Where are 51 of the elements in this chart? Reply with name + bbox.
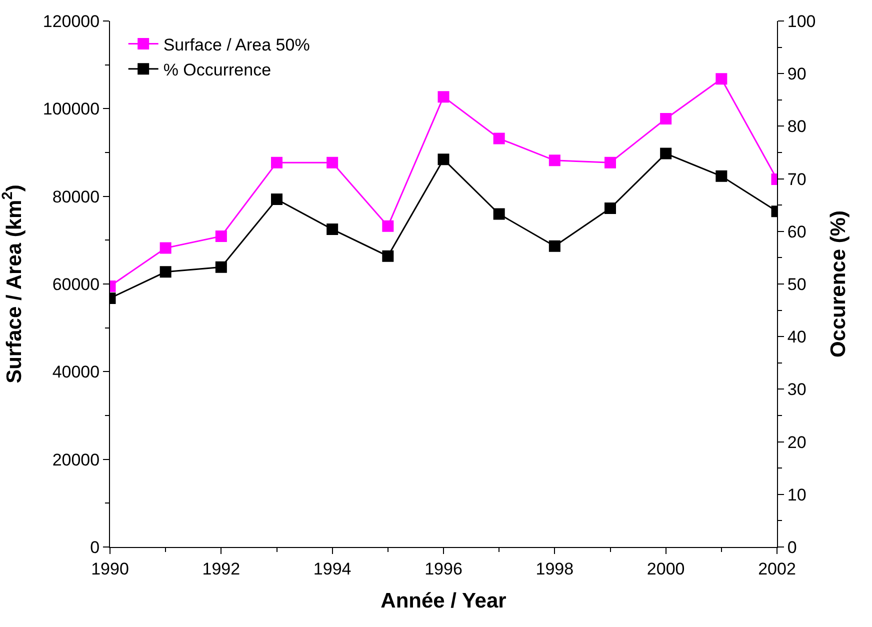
point (271, 156, 282, 168)
y2-axis-title: Occurence (%) (826, 210, 850, 358)
point (438, 91, 450, 103)
y2-tick-label: 100 (787, 12, 816, 31)
point (160, 266, 172, 278)
x-tick-label: 2000 (646, 559, 685, 578)
y2-tick-label: 40 (787, 328, 806, 347)
x-tick-label: 1998 (536, 559, 574, 578)
point (215, 230, 227, 242)
y-tick-label: 20000 (52, 450, 100, 470)
y2-tick-label: 0 (787, 538, 797, 557)
y-tick-label: 120000 (42, 12, 100, 31)
point (215, 261, 227, 273)
y-tick-label: 40000 (52, 362, 100, 382)
y2-tick-label: 20 (787, 432, 806, 452)
y2-tick-label: 10 (787, 485, 806, 504)
point (548, 240, 560, 252)
y2-tick-label: 90 (787, 64, 806, 84)
y2-tick-label: 30 (787, 380, 806, 400)
point (604, 156, 616, 168)
legend-label: Surface / Area 50% (163, 35, 310, 54)
x-tick-label: 1996 (424, 559, 462, 578)
y2-tick-label: 60 (787, 222, 806, 242)
point (493, 132, 505, 144)
point (660, 113, 672, 124)
y-tick-label: 0 (90, 538, 100, 557)
point (660, 148, 672, 160)
y-tick-label: 60000 (52, 274, 100, 294)
point (604, 202, 616, 214)
point (160, 242, 172, 254)
point (326, 156, 338, 168)
y2-tick-label: 70 (787, 170, 806, 189)
x-tick-label: 1992 (202, 559, 240, 578)
point (493, 208, 505, 220)
point (716, 73, 728, 85)
point (271, 194, 282, 206)
x-tick-label: 1994 (313, 559, 352, 578)
y2-tick-label: 80 (787, 117, 806, 136)
point (326, 224, 338, 236)
x-tick-label: 1990 (91, 559, 129, 578)
y-tick-label: 80000 (52, 187, 100, 206)
point (548, 154, 560, 166)
y-tick-label: 100000 (42, 100, 100, 119)
point (382, 250, 394, 262)
x-axis-title: Année / Year (380, 590, 506, 613)
point (716, 170, 728, 182)
x-tick-label: 2002 (758, 559, 796, 578)
point (438, 154, 450, 166)
legend-label: % Occurrence (163, 60, 272, 80)
y2-tick-label: 50 (787, 274, 806, 294)
point (382, 220, 394, 232)
